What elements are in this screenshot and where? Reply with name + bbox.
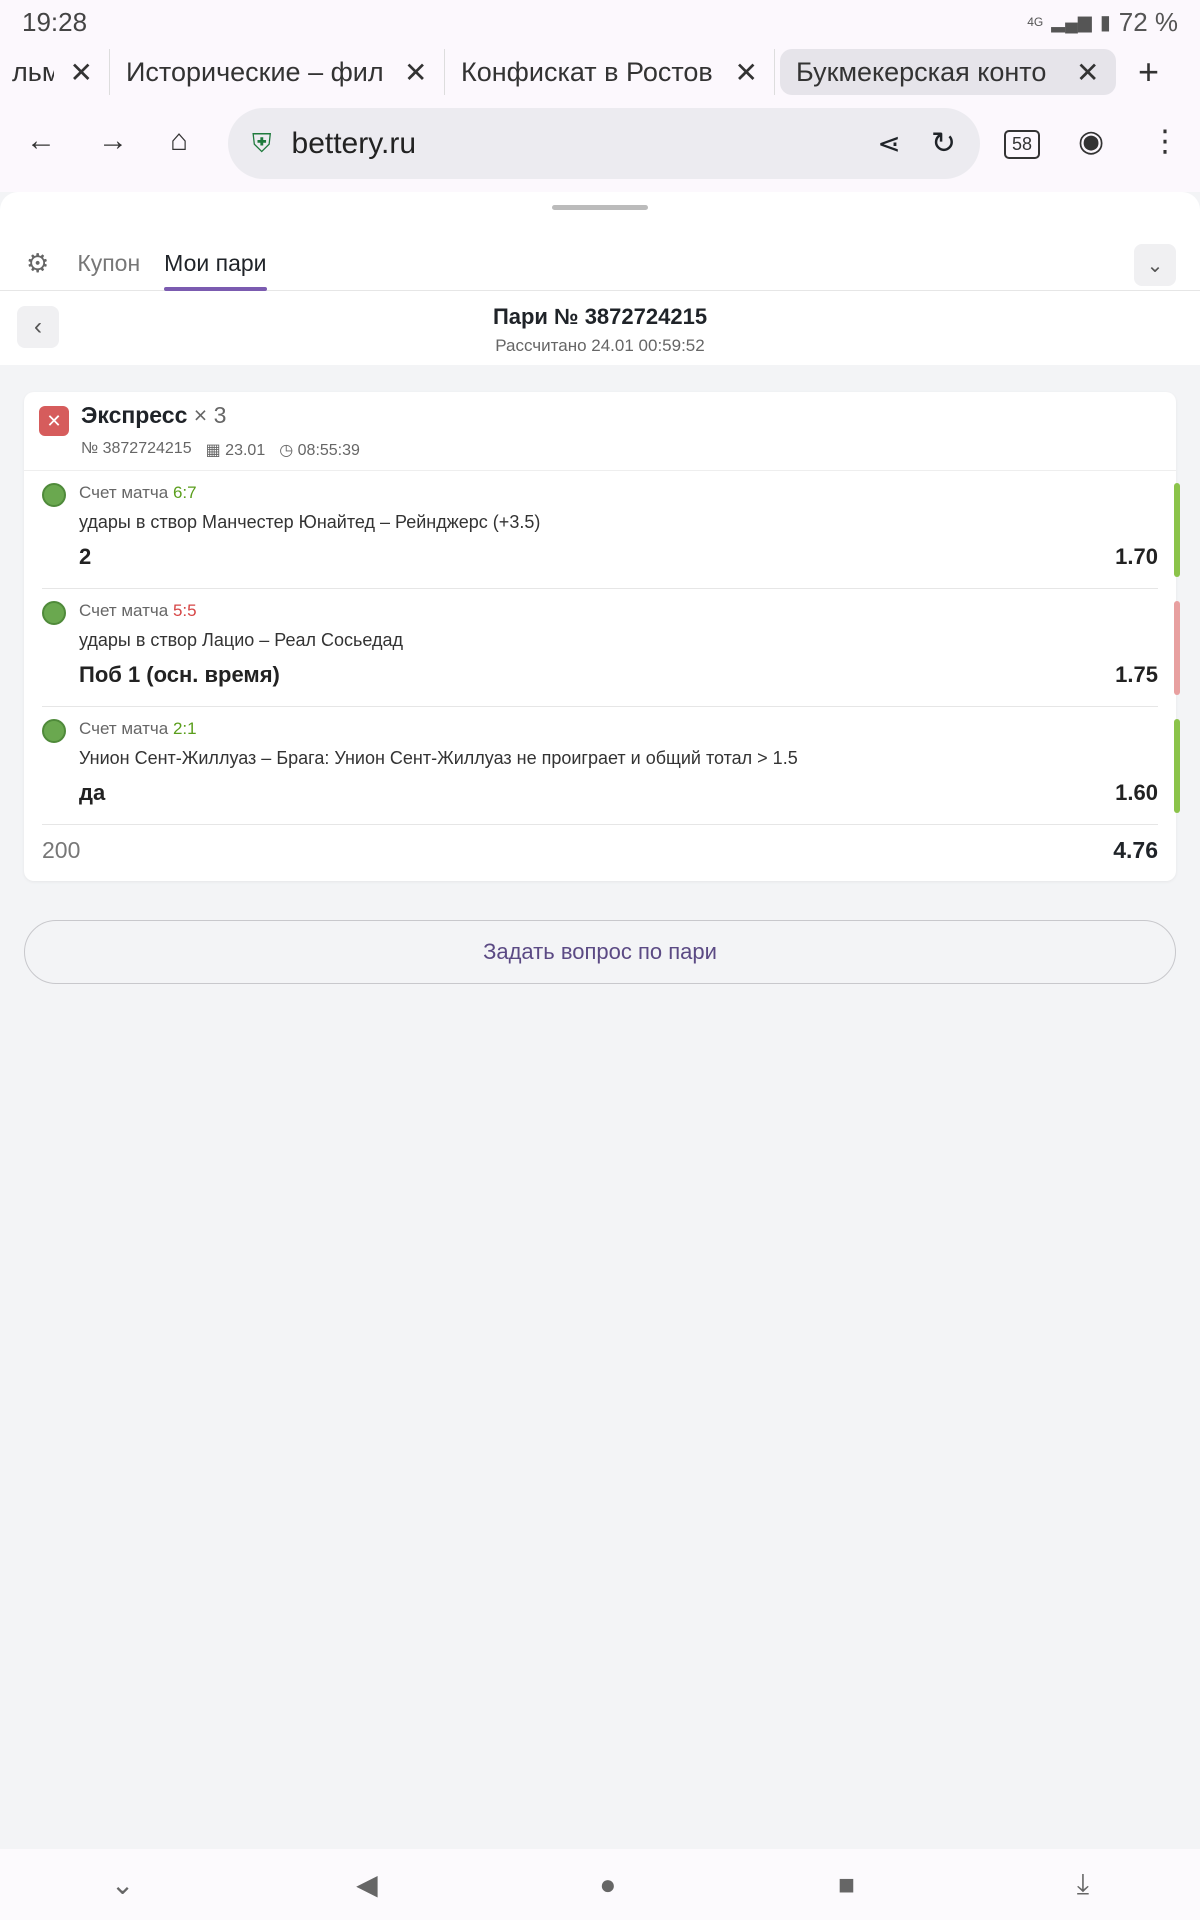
pick: да: [79, 780, 106, 805]
pick: Поб 1 (осн. время): [79, 662, 280, 687]
close-icon[interactable]: ✕: [69, 56, 93, 88]
football-icon: [42, 719, 66, 743]
stake: 200: [42, 837, 81, 863]
result-indicator: [1174, 719, 1180, 813]
bet-time: 08:55:39: [297, 442, 360, 459]
tab-count-button[interactable]: 58: [1004, 130, 1041, 159]
browser-tab-active[interactable]: Букмекерская конто ✕: [780, 49, 1116, 95]
battery-level: 72 %: [1118, 6, 1178, 37]
match-score: Счет матча 5:5: [79, 601, 197, 620]
address-bar[interactable]: ⛨ bettery.ru ⋖ ↻: [228, 108, 980, 179]
recents-square-icon[interactable]: ■: [838, 1868, 855, 1900]
page-title: Пари № 3872724215: [492, 304, 708, 329]
browser-tab[interactable]: Конфискат в Ростов ✕: [445, 49, 775, 95]
profile-icon[interactable]: ◉: [1078, 125, 1105, 158]
drag-handle[interactable]: [552, 205, 648, 210]
bet-meta: № 3872724215 ▦ 23.01 ◷ 08:55:39: [81, 440, 360, 460]
selection-item: Счет матча 6:7 удары в створ Манчестер Ю…: [42, 471, 1180, 589]
bet-sheet: ⚙ Купон Мои пари ⌄ ‹ Пари № 3872724215 Р…: [0, 192, 1200, 1849]
collapse-button[interactable]: ⌄: [1134, 244, 1176, 286]
clock-icon: ◷: [279, 442, 294, 459]
forward-arrow-icon[interactable]: →: [98, 124, 128, 157]
close-icon[interactable]: ✕: [1076, 56, 1100, 88]
bet-type: Экспресс × 3: [81, 402, 227, 428]
back-button[interactable]: ‹: [17, 306, 59, 348]
selection-item: Счет матча 5:5 удары в створ Лацио – Реа…: [42, 589, 1180, 707]
ask-question-button[interactable]: Задать вопрос по пари: [24, 920, 1176, 984]
selection-item: Счет матча 2:1 Унион Сент-Жиллуаз – Браг…: [42, 707, 1180, 825]
close-icon[interactable]: ✕: [734, 56, 758, 88]
back-arrow-icon[interactable]: ←: [26, 124, 56, 157]
browser-chrome: 19:28 4G ▂▄▆ ▮ 72 % льм✕ Исторические – фил…: [0, 0, 1200, 192]
total-row: 200 4.76: [24, 825, 1176, 881]
back-triangle-icon[interactable]: ◀: [356, 1869, 378, 1900]
home-circle-icon[interactable]: ●: [599, 1868, 617, 1900]
new-tab-button[interactable]: +: [1138, 51, 1160, 92]
bet-number: № 3872724215: [81, 440, 192, 457]
share-icon[interactable]: ⋖: [877, 128, 901, 159]
match-score: Счет матча 2:1: [79, 719, 197, 738]
battery-icon: ▮: [1099, 11, 1111, 34]
settled-time: Рассчитано 24.01 00:59:52: [495, 336, 705, 355]
bet-header: ‹ Пари № 3872724215 Рассчитано 24.01 00:…: [0, 292, 1200, 365]
browser-tab[interactable]: Исторические – фил ✕: [110, 49, 445, 95]
odd: 1.70: [1115, 544, 1158, 569]
reload-icon[interactable]: ↻: [930, 127, 956, 160]
status-bar: 19:28 4G ▂▄▆ ▮ 72 %: [22, 4, 1178, 40]
lost-status-icon: ✕: [39, 406, 69, 436]
market: удары в створ Манчестер Юнайтед – Рейндж…: [79, 512, 541, 532]
bet-date: 23.01: [225, 442, 266, 459]
odd: 1.60: [1115, 780, 1158, 805]
close-icon[interactable]: ✕: [404, 56, 428, 88]
home-icon[interactable]: ⌂: [170, 124, 189, 157]
match-score: Счет матча 6:7: [79, 483, 197, 502]
tab-my-bets[interactable]: Мои пари: [164, 236, 267, 291]
market: удары в створ Лацио – Реал Сосьедад: [79, 630, 404, 650]
network-icon: 4G: [1027, 15, 1044, 29]
market: Унион Сент-Жиллуаз – Брага: Унион Сент-Ж…: [79, 748, 798, 768]
chevron-down-icon[interactable]: ⌄: [110, 1869, 135, 1900]
clock: 19:28: [22, 6, 88, 37]
total-odd: 4.76: [1113, 837, 1158, 863]
system-nav-bar: ⌄ ◀ ● ■ ⤓: [0, 1849, 1200, 1920]
result-indicator: [1174, 601, 1180, 695]
calendar-icon: ▦: [205, 442, 221, 459]
browser-tab[interactable]: льм✕: [0, 49, 110, 95]
football-icon: [42, 483, 66, 507]
download-icon[interactable]: ⤓: [1076, 1868, 1090, 1899]
panel-tabs: ⚙ Купон Мои пари ⌄: [0, 236, 1200, 291]
settings-icon[interactable]: ⚙: [26, 247, 50, 278]
pick: 2: [79, 544, 92, 569]
football-icon: [42, 601, 66, 625]
browser-tabs: льм✕ Исторические – фил✕ Конфискат в Рос…: [0, 49, 1200, 95]
bet-card: ✕ Экспресс × 3 № 3872724215 ▦ 23.01 ◷ 08…: [24, 392, 1180, 881]
odd: 1.75: [1115, 662, 1158, 687]
tab-coupon[interactable]: Купон: [77, 249, 141, 276]
result-indicator: [1174, 483, 1180, 577]
signal-icon: ▂▄▆: [1051, 11, 1092, 32]
menu-icon[interactable]: ⋮: [1150, 125, 1180, 158]
shield-icon: ⛨: [252, 127, 272, 158]
